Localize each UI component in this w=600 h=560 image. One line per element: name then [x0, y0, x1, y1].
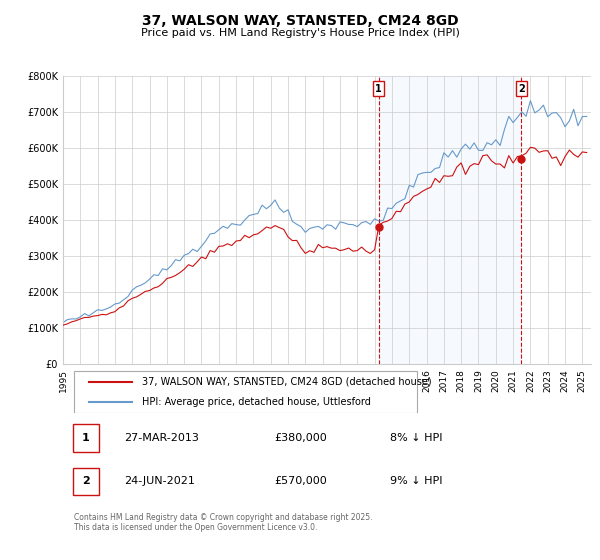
Text: 8% ↓ HPI: 8% ↓ HPI — [391, 433, 443, 443]
Text: 1: 1 — [82, 433, 89, 443]
Text: 24-JUN-2021: 24-JUN-2021 — [124, 477, 194, 487]
Text: 27-MAR-2013: 27-MAR-2013 — [124, 433, 199, 443]
FancyBboxPatch shape — [73, 468, 99, 495]
Text: 1: 1 — [375, 83, 382, 94]
Text: HPI: Average price, detached house, Uttlesford: HPI: Average price, detached house, Uttl… — [142, 396, 371, 407]
Text: Contains HM Land Registry data © Crown copyright and database right 2025.
This d: Contains HM Land Registry data © Crown c… — [74, 513, 372, 533]
Text: 37, WALSON WAY, STANSTED, CM24 8GD (detached house): 37, WALSON WAY, STANSTED, CM24 8GD (deta… — [142, 377, 432, 387]
Bar — [379, 76, 521, 365]
FancyBboxPatch shape — [74, 371, 417, 413]
FancyBboxPatch shape — [73, 424, 99, 452]
Text: 2: 2 — [518, 83, 525, 94]
Text: 9% ↓ HPI: 9% ↓ HPI — [391, 477, 443, 487]
Text: 2: 2 — [82, 477, 89, 487]
Text: £380,000: £380,000 — [274, 433, 327, 443]
Text: Price paid vs. HM Land Registry's House Price Index (HPI): Price paid vs. HM Land Registry's House … — [140, 28, 460, 38]
Text: 37, WALSON WAY, STANSTED, CM24 8GD: 37, WALSON WAY, STANSTED, CM24 8GD — [142, 14, 458, 28]
Text: £570,000: £570,000 — [274, 477, 327, 487]
